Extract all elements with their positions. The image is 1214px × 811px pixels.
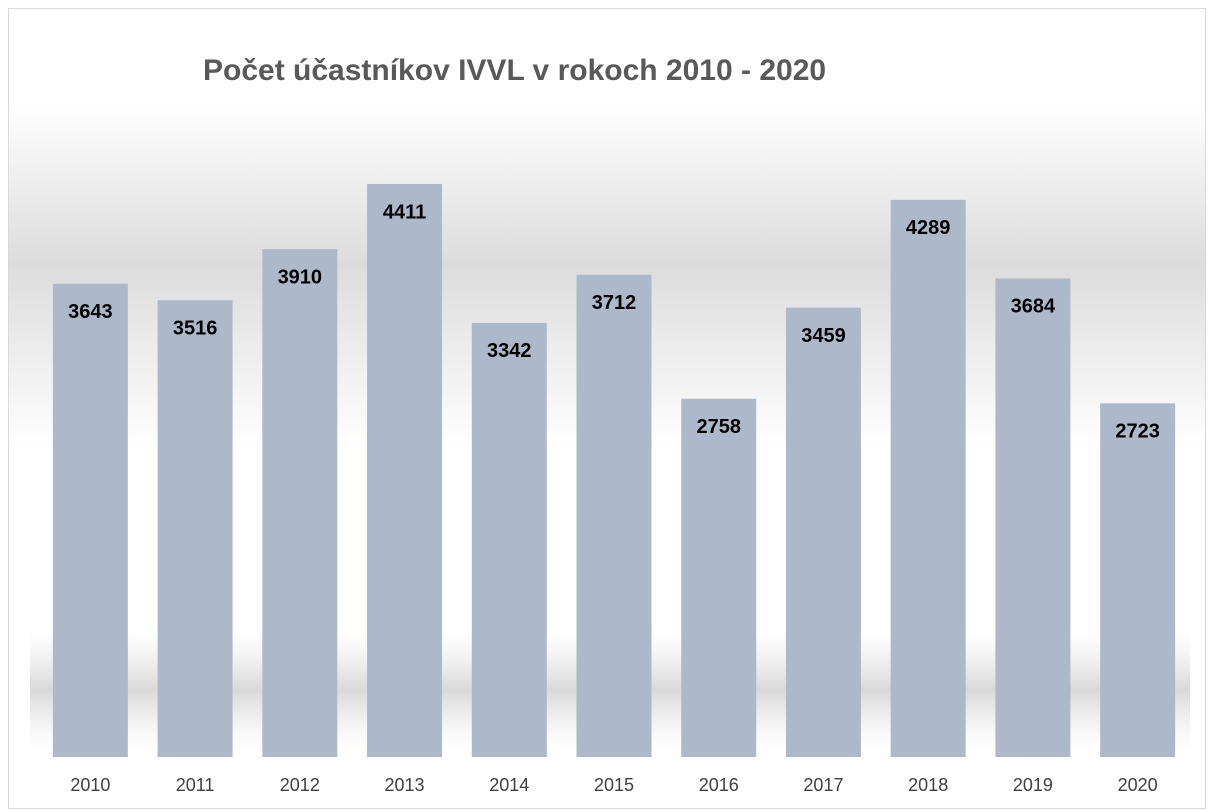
x-tick-label: 2016 — [699, 775, 739, 795]
value-label: 2723 — [1115, 421, 1160, 443]
value-label: 3712 — [592, 292, 637, 314]
x-tick-label: 2017 — [803, 775, 843, 795]
bar — [367, 184, 443, 757]
value-label: 3516 — [173, 318, 218, 340]
bar — [1100, 403, 1176, 757]
x-tick-label: 2011 — [176, 775, 215, 795]
x-tick-label: 2013 — [385, 775, 425, 795]
x-tick-label: 2018 — [908, 775, 948, 795]
value-label: 3910 — [278, 266, 323, 288]
bar — [576, 274, 652, 757]
x-tick-label: 2010 — [70, 775, 110, 795]
bar — [52, 283, 128, 757]
x-tick-label: 2012 — [280, 775, 320, 795]
value-label: 3459 — [801, 325, 846, 347]
value-label: 4289 — [906, 217, 951, 239]
x-tick-label: 2015 — [594, 775, 634, 795]
bar — [681, 398, 757, 757]
value-label: 2758 — [696, 416, 741, 438]
x-tick-label: 2019 — [1013, 775, 1053, 795]
value-label: 4411 — [383, 201, 426, 223]
value-label: 3643 — [68, 301, 113, 323]
chart-title: Počet účastníkov IVVL v rokoch 2010 - 20… — [203, 54, 826, 87]
bar — [157, 300, 233, 757]
value-label: 3342 — [487, 340, 532, 362]
bar — [995, 278, 1071, 757]
x-tick-label: 2020 — [1118, 775, 1158, 795]
value-label: 3684 — [1011, 296, 1056, 318]
bar — [785, 307, 861, 757]
bar — [890, 199, 966, 757]
x-tick-label: 2014 — [489, 775, 529, 795]
bar — [262, 249, 338, 757]
bar — [471, 322, 547, 757]
